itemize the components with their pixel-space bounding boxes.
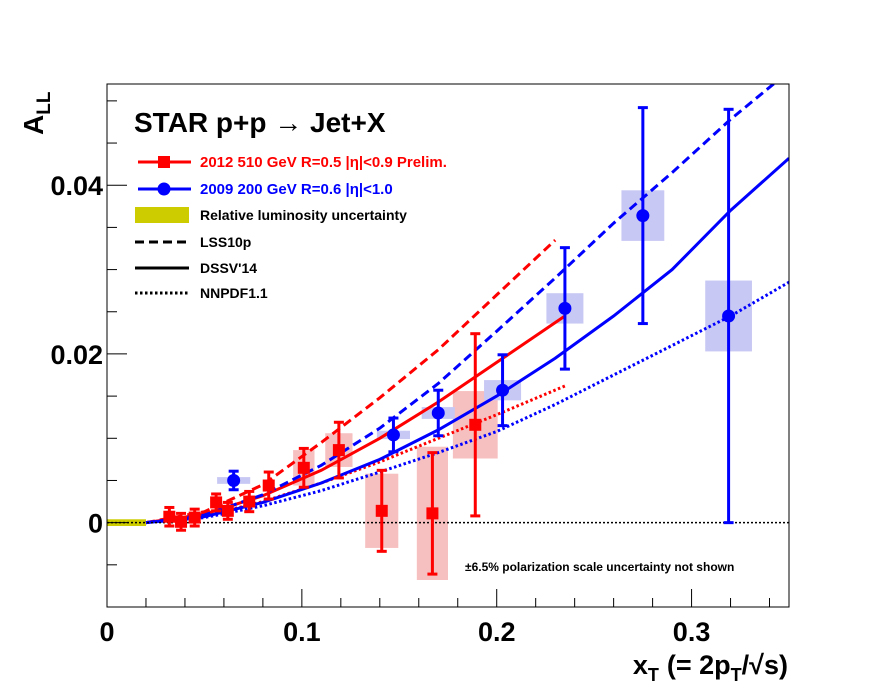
red-square-marker <box>163 510 176 523</box>
blue-circle-marker <box>227 473 241 487</box>
y-axis-label-main: A <box>18 115 49 135</box>
y-axis-label-sub: LL <box>34 91 55 115</box>
legend-label: DSSV'14 <box>200 260 257 276</box>
x-tick-label: 0.2 <box>478 617 516 647</box>
x-axis-label-tail: /√s) <box>742 650 788 680</box>
x-axis-label: xT (= 2pT/√s) <box>633 650 788 685</box>
legend-item-dotted: NNPDF1.1 <box>135 285 268 301</box>
red-square-marker <box>375 504 388 517</box>
annotation-text: ±6.5% polarization scale uncertainty not… <box>465 560 734 574</box>
legend-label: LSS10p <box>200 234 251 250</box>
x-tick-label: 0.1 <box>283 617 321 647</box>
red-square-marker <box>243 495 256 508</box>
legend-label: 2012 510 GeV R=0.5 |η|<0.9 Prelim. <box>200 154 447 171</box>
blue-circle-marker <box>636 209 650 223</box>
red-square-marker <box>175 515 188 528</box>
x-tick-label: 0 <box>99 617 114 647</box>
legend-square-marker <box>158 156 170 168</box>
legend-label: Relative luminosity uncertainty <box>200 207 407 223</box>
legend-item-lumi-band: Relative luminosity uncertainty <box>135 207 407 223</box>
red-square-marker <box>221 504 234 517</box>
blue-circle-marker <box>558 301 572 315</box>
red-square-marker <box>426 507 439 520</box>
y-tick-label: 0.04 <box>50 171 103 201</box>
blue-nnpdf11-curve <box>145 280 789 525</box>
legend-item-red-marker: 2012 510 GeV R=0.5 |η|<0.9 Prelim. <box>138 154 447 171</box>
legend-item-dashed: LSS10p <box>135 234 251 250</box>
blue-circle-marker <box>496 383 510 397</box>
x-axis-label-sub: T <box>648 665 659 685</box>
legend-lumi-swatch <box>135 207 189 223</box>
blue-circle-marker <box>722 309 736 323</box>
x-axis-label-main: x <box>633 650 648 680</box>
red-square-marker <box>262 479 275 492</box>
legend-item-solid: DSSV'14 <box>135 260 257 276</box>
blue-circle-marker <box>386 428 400 442</box>
red-square-marker <box>469 418 482 431</box>
plot-frame <box>106 83 790 608</box>
blue-circle-marker <box>431 406 445 420</box>
legend-circle-marker <box>157 182 171 196</box>
red-square-marker <box>297 461 310 474</box>
red-square-marker <box>210 496 223 509</box>
y-axis-label: ALL <box>18 91 55 135</box>
x-axis-label-rest: (= 2p <box>667 650 731 680</box>
x-tick-label: 0.3 <box>673 617 711 647</box>
red-square-marker <box>188 511 201 524</box>
x-axis-label-rest-sub: T <box>731 665 742 685</box>
legend-label: NNPDF1.1 <box>200 285 268 301</box>
y-tick-label: 0 <box>88 509 103 539</box>
legend-label: 2009 200 GeV R=0.6 |η|<1.0 <box>200 181 393 198</box>
y-tick-label: 0.02 <box>50 340 103 370</box>
legend-item-blue-marker: 2009 200 GeV R=0.6 |η|<1.0 <box>138 181 393 198</box>
blue-lss10p-curve <box>145 84 776 525</box>
red-square-marker <box>332 444 345 457</box>
chart-title: STAR p+p → Jet+X <box>134 107 386 138</box>
